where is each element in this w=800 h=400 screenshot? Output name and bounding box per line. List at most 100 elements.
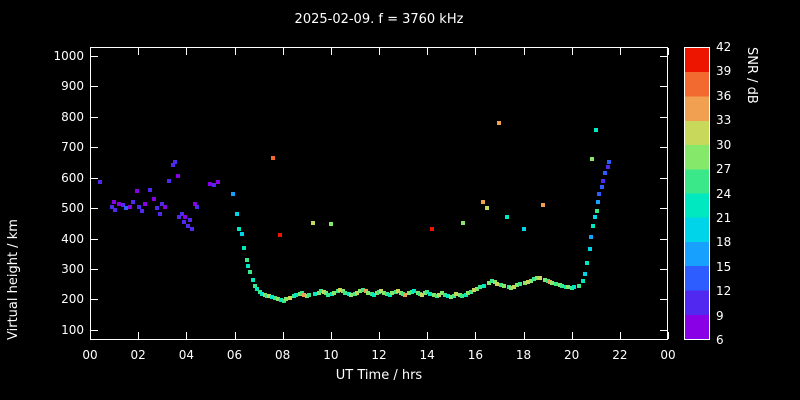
- colorbar-tick-label: 21: [716, 210, 732, 225]
- data-point: [124, 206, 129, 211]
- x-tick-mark: [330, 48, 332, 55]
- data-point: [278, 232, 283, 237]
- data-point: [407, 291, 412, 296]
- y-tick-mark: [91, 86, 98, 88]
- data-point: [582, 271, 587, 276]
- x-tick-label: 00: [82, 348, 98, 362]
- data-point: [588, 235, 593, 240]
- data-point: [411, 288, 416, 293]
- data-point: [557, 282, 562, 287]
- colorbar-label: SNR / dB: [744, 47, 759, 104]
- data-point: [521, 227, 526, 232]
- data-point: [532, 276, 537, 281]
- colorbar-tick-label: 33: [716, 113, 732, 128]
- y-axis-label: Virtual height / km: [6, 219, 21, 340]
- data-point: [422, 291, 427, 296]
- x-tick-mark: [427, 332, 429, 339]
- data-point: [387, 292, 392, 297]
- data-point: [187, 218, 192, 223]
- data-point: [307, 292, 312, 297]
- data-point: [326, 292, 331, 297]
- data-point: [352, 292, 357, 296]
- data-point: [497, 120, 502, 125]
- y-tick-mark: [660, 55, 667, 57]
- data-point: [498, 282, 503, 287]
- x-tick-mark: [234, 332, 236, 339]
- data-point: [281, 299, 286, 303]
- data-point: [417, 292, 422, 296]
- data-point: [486, 280, 491, 285]
- data-point: [250, 277, 255, 282]
- y-tick-mark: [660, 208, 667, 210]
- data-point: [547, 279, 552, 284]
- data-point: [591, 224, 596, 229]
- x-tick-mark: [523, 48, 525, 55]
- x-tick-label: 22: [612, 348, 628, 362]
- data-point: [381, 290, 386, 295]
- data-point: [173, 160, 178, 165]
- data-point: [157, 212, 162, 217]
- data-point: [569, 285, 574, 290]
- x-axis-label: UT Time / hrs: [335, 368, 423, 383]
- x-tick-label: 16: [467, 348, 483, 362]
- data-point: [120, 203, 125, 208]
- x-tick-mark: [186, 332, 188, 339]
- data-point: [593, 128, 598, 133]
- x-tick-label: 06: [226, 348, 243, 362]
- data-point: [328, 221, 333, 226]
- data-point: [361, 287, 366, 292]
- data-point: [495, 281, 499, 286]
- data-point: [515, 282, 520, 287]
- colorbar-tick-label: 27: [716, 162, 732, 177]
- x-tick-mark: [282, 48, 284, 55]
- data-point: [267, 293, 272, 298]
- y-tick-mark: [91, 147, 98, 149]
- data-point: [330, 292, 335, 296]
- data-point: [175, 174, 180, 179]
- y-tick-mark: [660, 86, 667, 88]
- data-point: [215, 180, 220, 185]
- x-tick-mark: [475, 48, 477, 55]
- x-tick-mark: [619, 332, 621, 339]
- data-point: [420, 292, 425, 297]
- data-point: [560, 283, 565, 288]
- data-point: [275, 297, 280, 302]
- data-point: [369, 292, 374, 296]
- data-point: [239, 232, 244, 236]
- y-tick-mark: [660, 177, 667, 179]
- data-point: [545, 278, 550, 283]
- data-point: [162, 204, 167, 209]
- data-point: [304, 294, 309, 299]
- y-tick-label: 900: [61, 79, 84, 94]
- data-point: [432, 292, 437, 297]
- y-tick-label: 500: [61, 201, 84, 216]
- x-tick-mark: [571, 48, 573, 55]
- data-point: [461, 221, 466, 226]
- data-point: [540, 203, 545, 208]
- y-tick-label: 400: [61, 231, 84, 246]
- x-tick-mark: [668, 48, 669, 55]
- x-tick-mark: [571, 332, 573, 339]
- data-point: [439, 291, 444, 296]
- x-tick-label: 20: [564, 348, 580, 362]
- y-tick-label: 300: [61, 262, 84, 277]
- x-tick-mark: [379, 332, 380, 339]
- colorbar-tick-label: 24: [716, 186, 732, 201]
- y-tick-label: 1000: [53, 48, 84, 63]
- data-point: [321, 289, 326, 294]
- colorbar-tick-label: 18: [716, 235, 732, 250]
- data-point: [443, 292, 448, 297]
- y-tick-label: 200: [61, 292, 84, 307]
- data-point: [109, 204, 114, 209]
- data-point: [139, 209, 144, 214]
- data-point: [319, 288, 324, 293]
- x-tick-label: 12: [371, 348, 387, 362]
- x-tick-mark: [90, 332, 91, 339]
- colorbar-tick-label: 36: [716, 88, 732, 103]
- x-tick-mark: [523, 332, 525, 339]
- data-point: [585, 260, 590, 265]
- data-point: [572, 284, 577, 289]
- data-point: [112, 200, 117, 205]
- data-point: [336, 288, 341, 293]
- data-point: [160, 201, 165, 206]
